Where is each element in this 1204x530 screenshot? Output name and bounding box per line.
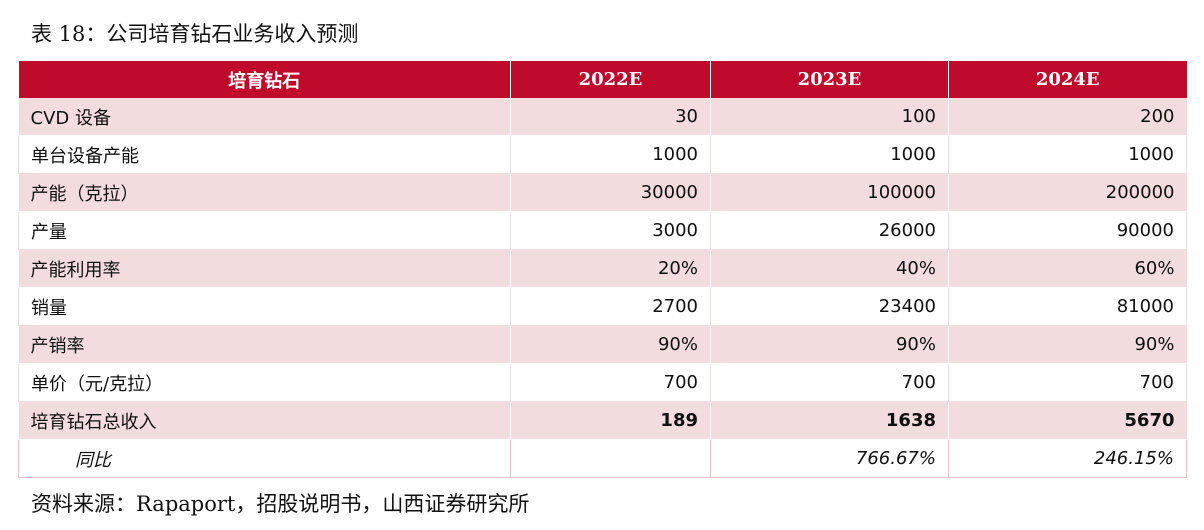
cell-2023e: 1638	[710, 401, 949, 440]
row-label: 单价（元/克拉）	[18, 363, 511, 402]
cell-2023e: 100000	[710, 173, 949, 212]
table-row: 产能（克拉） 30000 100000 200000	[18, 173, 1187, 212]
table-row: 产能利用率 20% 40% 60%	[18, 249, 1187, 288]
cell-2024e: 81000	[948, 287, 1187, 326]
source-note: 资料来源：Rapaport，招股说明书，山西证券研究所	[31, 492, 530, 516]
cell-2024e: 246.15%	[948, 439, 1187, 478]
table-row: 单价（元/克拉） 700 700 700	[18, 363, 1187, 402]
cell-2022e: 30	[510, 98, 711, 136]
cell-2023e: 766.67%	[710, 439, 949, 478]
table-row: 产销率 90% 90% 90%	[18, 325, 1187, 364]
cell-2023e: 40%	[710, 249, 949, 288]
row-label: 单台设备产能	[18, 135, 511, 174]
cell-2022e: 189	[510, 401, 711, 440]
row-label: 产能（克拉）	[18, 173, 511, 212]
cell-2023e: 700	[710, 363, 949, 402]
table-row: 产量 3000 26000 90000	[18, 211, 1187, 250]
row-label: 产能利用率	[18, 249, 511, 288]
table-row-total: 培育钻石总收入 189 1638 5670	[18, 401, 1187, 440]
header-category: 培育钻石	[18, 61, 511, 98]
header-2022e: 2022E	[510, 61, 711, 98]
cell-2024e: 90%	[948, 325, 1187, 364]
cell-2024e: 200	[948, 98, 1187, 136]
cell-2022e: 20%	[510, 249, 711, 288]
cell-2022e: 3000	[510, 211, 711, 250]
cell-2023e: 90%	[710, 325, 949, 364]
row-label: 同比	[18, 439, 511, 478]
row-label: 销量	[18, 287, 511, 326]
table-row: 销量 2700 23400 81000	[18, 287, 1187, 326]
row-label: 产量	[18, 211, 511, 250]
cell-2023e: 26000	[710, 211, 949, 250]
table-header-row: 培育钻石 2022E 2023E 2024E	[18, 61, 1187, 98]
cell-2023e: 23400	[710, 287, 949, 326]
cell-2024e: 60%	[948, 249, 1187, 288]
row-label: CVD 设备	[18, 98, 511, 136]
cell-2024e: 1000	[948, 135, 1187, 174]
cell-2022e: 700	[510, 363, 711, 402]
cell-2022e: 1000	[510, 135, 711, 174]
table-row: CVD 设备 30 100 200	[18, 98, 1187, 136]
header-2023e: 2023E	[710, 61, 949, 98]
table-row: 单台设备产能 1000 1000 1000	[18, 135, 1187, 174]
cell-2024e: 200000	[948, 173, 1187, 212]
cell-2022e: 2700	[510, 287, 711, 326]
row-label: 培育钻石总收入	[18, 401, 511, 440]
revenue-forecast-table: 培育钻石 2022E 2023E 2024E CVD 设备 30 100 200…	[18, 61, 1187, 478]
cell-2024e: 700	[948, 363, 1187, 402]
cell-2022e	[510, 439, 711, 478]
row-label: 产销率	[18, 325, 511, 364]
cell-2024e: 5670	[948, 401, 1187, 440]
cell-2024e: 90000	[948, 211, 1187, 250]
cell-2022e: 30000	[510, 173, 711, 212]
table-caption: 表 18：公司培育钻石业务收入预测	[31, 22, 359, 46]
cell-2023e: 100	[710, 98, 949, 136]
cell-2022e: 90%	[510, 325, 711, 364]
table-row-yoy: 同比 766.67% 246.15%	[18, 439, 1187, 478]
header-2024e: 2024E	[948, 61, 1187, 98]
cell-2023e: 1000	[710, 135, 949, 174]
